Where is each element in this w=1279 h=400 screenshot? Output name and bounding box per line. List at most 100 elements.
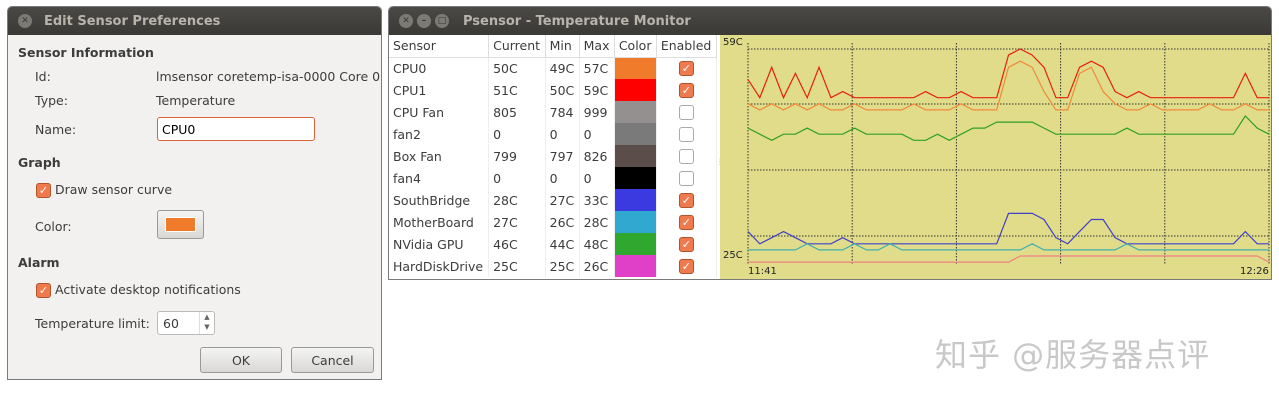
column-header-current[interactable]: Current <box>488 35 546 58</box>
cell-max: 28C <box>579 211 615 233</box>
sensor-row[interactable]: SouthBridge 28C 27C 33C ✓ <box>389 189 718 211</box>
cell-current: 50C <box>488 57 546 79</box>
column-header-sensor[interactable]: Sensor <box>389 35 490 58</box>
enabled-cell: ✓ <box>656 57 718 79</box>
name-input[interactable] <box>157 117 315 141</box>
cell-max: 999 <box>579 101 615 123</box>
sensor-row[interactable]: HardDiskDrive 25C 25C 26C ✓ <box>389 255 718 277</box>
color-swatch[interactable] <box>614 189 657 211</box>
x-tick-end: 12:26 <box>1240 266 1269 277</box>
close-icon[interactable]: ✕ <box>399 14 413 28</box>
color-swatch[interactable] <box>614 167 657 189</box>
maximize-icon[interactable]: □ <box>435 14 449 28</box>
cell-min: 25C <box>545 255 580 277</box>
column-header-max[interactable]: Max <box>579 35 615 58</box>
color-button[interactable] <box>157 210 204 239</box>
cell-name: CPU0 <box>389 57 490 79</box>
cell-name: HardDiskDrive <box>389 255 490 277</box>
cell-min: 784 <box>545 101 580 123</box>
series-line-southbridge <box>747 212 1269 245</box>
enabled-checkbox[interactable]: ✓ <box>678 259 694 274</box>
color-swatch[interactable] <box>614 101 657 123</box>
cell-current: 27C <box>488 211 546 233</box>
enabled-checkbox[interactable]: ✓ <box>678 193 694 208</box>
enabled-cell: ✓ <box>656 233 718 255</box>
enabled-checkbox[interactable]: ✓ <box>678 83 694 98</box>
section-sensor-information: Sensor Information <box>18 45 154 60</box>
graph-canvas <box>747 43 1270 264</box>
close-icon[interactable]: ✕ <box>18 14 32 28</box>
enabled-checkbox[interactable]: ✓ <box>678 105 694 120</box>
color-swatch[interactable] <box>614 123 657 145</box>
cell-current: 51C <box>488 79 546 101</box>
minimize-icon[interactable]: – <box>417 14 431 28</box>
temperature-limit-spinner[interactable]: 60 ▲ ▼ <box>157 311 215 335</box>
checkbox-checked-icon: ✓ <box>36 183 51 198</box>
color-swatch[interactable] <box>614 79 657 101</box>
cell-min: 50C <box>545 79 580 101</box>
temperature-graph: 59C 25C 11:41 12:26 <box>720 35 1271 279</box>
draw-curve-checkbox[interactable]: ✓ Draw sensor curve <box>36 182 172 198</box>
cancel-button[interactable]: Cancel <box>291 347 374 373</box>
column-header-color[interactable]: Color <box>614 35 657 58</box>
cell-max: 33C <box>579 189 615 211</box>
enabled-checkbox[interactable]: ✓ <box>678 127 694 142</box>
dialog-title: Edit Sensor Preferences <box>44 13 221 29</box>
series-line-harddiskdrive <box>748 255 1270 263</box>
spinner-arrows-icon[interactable]: ▲ ▼ <box>199 312 214 334</box>
temperature-limit-value: 60 <box>163 316 179 331</box>
cell-max: 48C <box>579 233 615 255</box>
cell-current: 0 <box>488 123 546 145</box>
x-tick-start: 11:41 <box>748 266 777 277</box>
cell-current: 25C <box>488 255 546 277</box>
name-label: Name: <box>35 122 77 137</box>
dialog-titlebar: ✕ Edit Sensor Preferences <box>8 7 381 35</box>
enabled-cell: ✓ <box>656 123 718 145</box>
color-swatch[interactable] <box>614 145 657 167</box>
sensor-row[interactable]: CPU1 51C 50C 59C ✓ <box>389 79 718 101</box>
sensor-row[interactable]: NVidia GPU 46C 44C 48C ✓ <box>389 233 718 255</box>
ok-button[interactable]: OK <box>200 347 282 373</box>
cell-name: SouthBridge <box>389 189 490 211</box>
enabled-cell: ✓ <box>656 211 718 233</box>
enabled-cell: ✓ <box>656 167 718 189</box>
color-swatch[interactable] <box>614 57 657 79</box>
enabled-checkbox[interactable]: ✓ <box>678 61 694 77</box>
color-swatch[interactable] <box>614 255 657 277</box>
watermark: 知乎 @服务器点评 <box>935 336 1211 374</box>
enabled-cell: ✓ <box>656 145 718 167</box>
cell-name: CPU1 <box>389 79 490 101</box>
cell-current: 799 <box>488 145 546 167</box>
temperature-limit-label: Temperature limit: <box>35 316 150 331</box>
column-header-enabled[interactable]: Enabled <box>656 35 718 58</box>
enabled-checkbox[interactable]: ✓ <box>678 237 694 252</box>
cell-min: 0 <box>545 167 580 189</box>
column-header-min[interactable]: Min <box>545 35 580 58</box>
cell-min: 27C <box>545 189 580 211</box>
color-swatch[interactable] <box>614 233 657 255</box>
checkbox-checked-icon: ✓ <box>36 283 51 298</box>
section-graph: Graph <box>18 155 61 170</box>
series-line-nvidia-gpu <box>747 115 1270 141</box>
enabled-checkbox[interactable]: ✓ <box>678 171 694 186</box>
color-label: Color: <box>35 219 72 234</box>
cell-min: 797 <box>545 145 580 167</box>
draw-curve-label: Draw sensor curve <box>54 182 173 197</box>
sensor-row[interactable]: MotherBoard 27C 26C 28C ✓ <box>389 211 718 233</box>
color-swatch[interactable] <box>614 211 657 233</box>
cell-name: CPU Fan <box>389 101 490 123</box>
cell-max: 826 <box>579 145 615 167</box>
cell-max: 59C <box>579 79 615 101</box>
enabled-checkbox[interactable]: ✓ <box>678 149 694 164</box>
sensor-row[interactable]: CPU0 50C 49C 57C ✓ <box>389 57 718 79</box>
cell-min: 49C <box>545 57 580 79</box>
enabled-cell: ✓ <box>656 101 718 123</box>
cell-max: 0 <box>579 167 615 189</box>
notifications-checkbox[interactable]: ✓ Activate desktop notifications <box>36 282 241 298</box>
enabled-checkbox[interactable]: ✓ <box>678 215 694 230</box>
cell-current: 46C <box>488 233 546 255</box>
